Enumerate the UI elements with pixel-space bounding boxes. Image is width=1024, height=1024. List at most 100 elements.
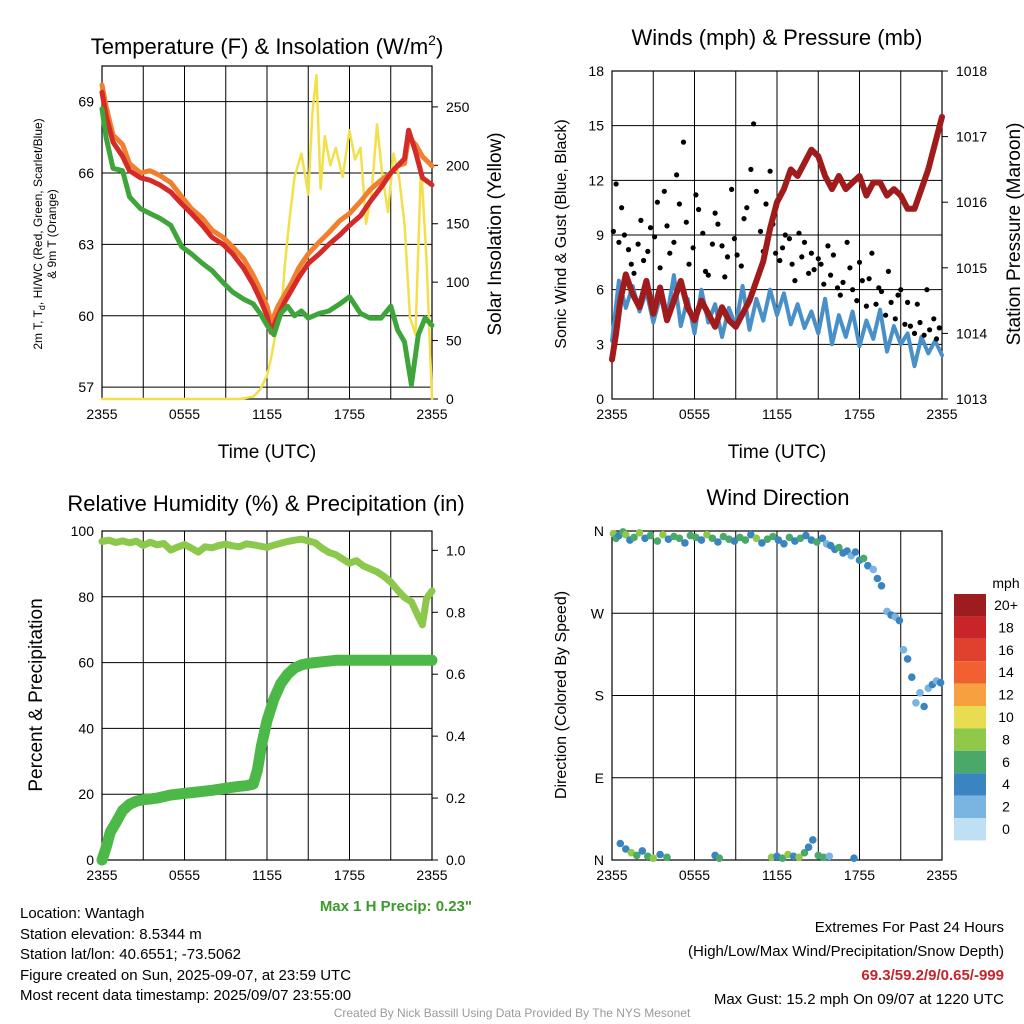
gust-point [628, 261, 634, 267]
direction-point [903, 655, 912, 663]
humidity-y2tick-label: 0.2 [446, 790, 466, 806]
direction-point [920, 702, 928, 711]
winds-ytick-label: 18 [588, 63, 604, 79]
gust-point [763, 201, 769, 207]
gust-point [690, 245, 696, 251]
temperature-xtick-label: 2355 [86, 406, 117, 422]
direction-point [697, 536, 706, 544]
speed-legend-label: 6 [1002, 754, 1010, 770]
gust-point [719, 243, 725, 249]
gust-point [876, 285, 882, 291]
speed-legend-swatch [954, 661, 986, 684]
gust-point [696, 206, 702, 213]
gust-point [751, 121, 757, 127]
direction-point [778, 854, 787, 862]
direction-point [714, 538, 722, 546]
winds-ylabel: Sonic Wind & Gust (Blue, Black) [553, 119, 570, 348]
gust-point [631, 270, 637, 276]
temperature-y2tick-label: 150 [446, 216, 470, 232]
direction-point [635, 529, 644, 537]
gust-point [830, 252, 837, 258]
humidity-ytick-label: 20 [78, 786, 94, 802]
gust-point [898, 287, 904, 293]
gust-point [927, 327, 933, 333]
gust-point [895, 292, 901, 298]
gust-point [712, 210, 718, 216]
gust-point [866, 276, 872, 282]
gust-point [693, 192, 699, 198]
direction-point [908, 673, 916, 681]
gust-point [911, 330, 918, 336]
precipitation-line [96, 654, 438, 866]
winds-y2tick-label: 1015 [956, 260, 987, 276]
gust-point [777, 257, 783, 264]
speed-legend-swatch [954, 795, 986, 818]
max-hourly-precip-note: Max 1 H Precip: 0.23" [320, 898, 472, 915]
direction-xtick-label: 1755 [844, 867, 875, 883]
direction-xtick-label: 1155 [762, 867, 792, 883]
temperature-ytick-label: 57 [78, 379, 94, 395]
direction-point [780, 540, 788, 548]
gust-point [907, 323, 914, 329]
humidity-ylabel: Percent & Precipitation [26, 598, 47, 791]
gust-point [847, 265, 853, 271]
gust-point [837, 292, 843, 298]
direction-point [638, 847, 647, 855]
direction-point [850, 854, 858, 862]
temperature-y2tick-label: 200 [446, 157, 470, 173]
winds-ytick-label: 3 [596, 336, 604, 352]
station-latlon: Station lat/lon: 40.6551; -73.5062 [20, 946, 242, 963]
direction-ytick-label: S [595, 688, 604, 704]
gust-point [613, 181, 619, 187]
max-gust: Max Gust: 15.2 mph On 09/07 at 1220 UTC [713, 991, 1004, 1008]
direction-point [646, 531, 655, 540]
direction-xtick-label: 2355 [926, 867, 957, 883]
direction-point [630, 533, 638, 542]
gust-point [700, 230, 706, 236]
direction-title: Wind Direction [706, 485, 849, 510]
gust-point [635, 241, 641, 247]
direction-point [936, 678, 945, 687]
temperature-y2tick-label: 250 [446, 99, 470, 115]
direction-point [877, 582, 886, 590]
humidity-frame [101, 530, 433, 861]
humidity-xtick-label: 2355 [416, 867, 447, 883]
humidity-title: Relative Humidity (%) & Precipitation (i… [67, 491, 464, 516]
gust-point [741, 216, 747, 222]
speed-legend-label: 12 [998, 687, 1014, 703]
gust-point [815, 256, 821, 262]
direction-ytick-label: W [591, 605, 605, 621]
gust-point [661, 188, 667, 194]
winds-frame [611, 70, 943, 400]
direction-point [912, 699, 920, 707]
gust-point [680, 139, 687, 145]
gust-point [773, 250, 779, 256]
temperature-xlabel: Time (UTC) [218, 442, 317, 463]
relative-humidity-line [98, 535, 436, 629]
direction-point [675, 534, 684, 543]
temperature-y2tick-label: 50 [446, 333, 462, 349]
direction-point [622, 530, 630, 539]
direction-ylabel: Direction (Colored By Speed) [553, 591, 570, 799]
direction-point [752, 534, 761, 543]
winds-xtick-label: 1755 [844, 406, 875, 422]
gust-point [619, 205, 625, 211]
direction-xtick-label: 2355 [596, 867, 627, 883]
gust-point [808, 250, 815, 256]
humidity-xtick-label: 1155 [252, 867, 282, 883]
gust-point [654, 199, 661, 205]
direction-point [818, 534, 827, 543]
gust-point [638, 217, 644, 223]
temperature-xtick-label: 2355 [416, 406, 447, 422]
winds-ytick-label: 6 [596, 282, 604, 298]
gust-point [914, 301, 920, 307]
winds-y2tick-label: 1016 [956, 194, 987, 210]
direction-point [653, 537, 662, 545]
direction-ytick-label: E [595, 770, 604, 786]
gust-point [722, 274, 728, 280]
direction-point [873, 574, 882, 583]
gust-point [779, 245, 786, 251]
winds-xtick-label: 1155 [762, 406, 792, 422]
gust-point [616, 239, 622, 245]
